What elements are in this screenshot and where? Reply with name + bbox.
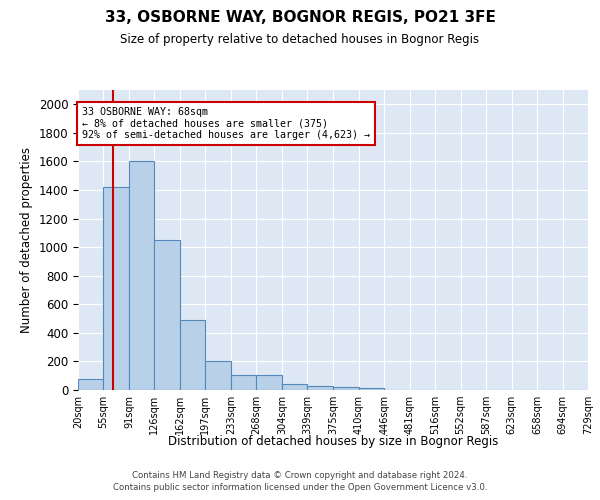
Bar	[78, 378, 103, 390]
Bar	[103, 187, 129, 390]
Bar	[307, 386, 334, 390]
Text: 33 OSBORNE WAY: 68sqm
← 8% of detached houses are smaller (375)
92% of semi-deta: 33 OSBORNE WAY: 68sqm ← 8% of detached h…	[82, 107, 370, 140]
Bar	[180, 320, 205, 390]
Text: Contains HM Land Registry data © Crown copyright and database right 2024.: Contains HM Land Registry data © Crown c…	[132, 471, 468, 480]
Text: Distribution of detached houses by size in Bognor Regis: Distribution of detached houses by size …	[168, 435, 498, 448]
Bar	[129, 162, 154, 390]
Bar	[282, 384, 307, 390]
Text: 33, OSBORNE WAY, BOGNOR REGIS, PO21 3FE: 33, OSBORNE WAY, BOGNOR REGIS, PO21 3FE	[104, 10, 496, 25]
Text: Size of property relative to detached houses in Bognor Regis: Size of property relative to detached ho…	[121, 32, 479, 46]
Bar	[359, 388, 385, 390]
Bar	[154, 240, 180, 390]
Y-axis label: Number of detached properties: Number of detached properties	[20, 147, 33, 333]
Bar	[334, 387, 359, 390]
Bar	[231, 375, 256, 390]
Bar	[205, 362, 231, 390]
Text: Contains public sector information licensed under the Open Government Licence v3: Contains public sector information licen…	[113, 484, 487, 492]
Bar	[256, 375, 282, 390]
